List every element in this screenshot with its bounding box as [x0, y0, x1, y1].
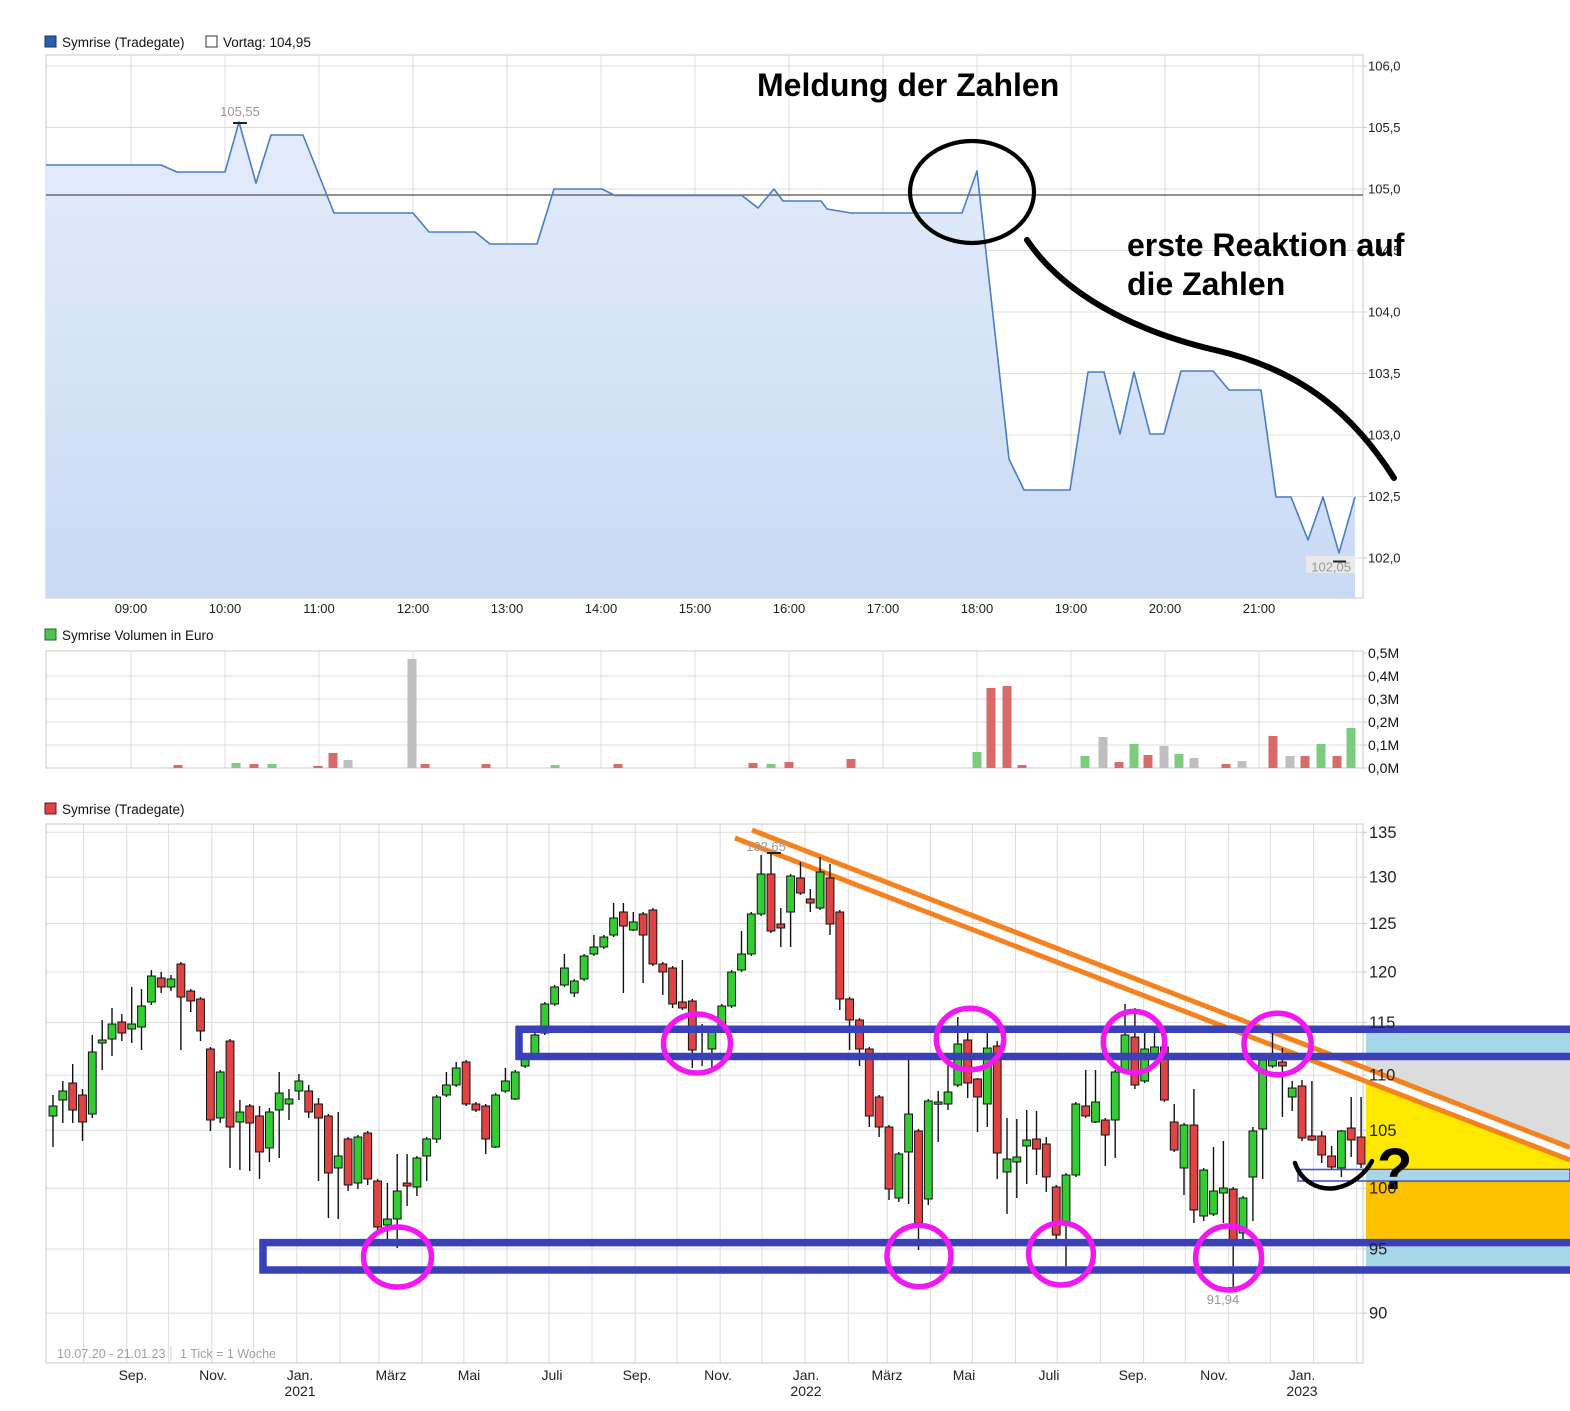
svg-text:Sep.: Sep.	[1119, 1367, 1148, 1383]
svg-text:Symrise (Tradegate): Symrise (Tradegate)	[62, 35, 185, 50]
svg-text:18:00: 18:00	[961, 601, 994, 616]
svg-text:15:00: 15:00	[679, 601, 712, 616]
svg-text:10.07.20 - 21.01.23: 10.07.20 - 21.01.23	[57, 1347, 165, 1361]
svg-text:die Zahlen: die Zahlen	[1127, 266, 1285, 302]
svg-text:1 Tick = 1 Woche: 1 Tick = 1 Woche	[180, 1347, 276, 1361]
svg-text:Juli: Juli	[541, 1367, 562, 1383]
svg-text:16:00: 16:00	[773, 601, 806, 616]
svg-text:2023: 2023	[1286, 1383, 1317, 1399]
svg-text:103,0: 103,0	[1368, 428, 1401, 443]
svg-text:19:00: 19:00	[1055, 601, 1088, 616]
svg-text:12:00: 12:00	[397, 601, 430, 616]
svg-text:91,94: 91,94	[1207, 1292, 1240, 1307]
svg-text:115: 115	[1369, 1014, 1395, 1032]
svg-text:09:00: 09:00	[115, 601, 148, 616]
svg-text:Jan.: Jan.	[793, 1367, 819, 1383]
svg-text:Jan.: Jan.	[287, 1367, 313, 1383]
svg-text:106,0: 106,0	[1368, 59, 1401, 74]
svg-text:95: 95	[1369, 1241, 1387, 1259]
svg-text:Nov.: Nov.	[199, 1367, 227, 1383]
svg-text:17:00: 17:00	[867, 601, 900, 616]
svg-text:120: 120	[1369, 964, 1397, 982]
svg-text:20:00: 20:00	[1149, 601, 1182, 616]
svg-text:100: 100	[1369, 1180, 1397, 1198]
svg-text:102,05: 102,05	[1311, 560, 1351, 575]
svg-text:Symrise Volumen in Euro: Symrise Volumen in Euro	[62, 628, 214, 643]
svg-text:0,1M: 0,1M	[1368, 737, 1399, 753]
svg-text:Mai: Mai	[458, 1367, 481, 1383]
svg-text:Vortag: 104,95: Vortag: 104,95	[223, 35, 311, 50]
svg-text:0,2M: 0,2M	[1368, 714, 1399, 730]
svg-text:Symrise (Tradegate): Symrise (Tradegate)	[62, 802, 185, 817]
svg-text:?: ?	[1377, 1137, 1412, 1202]
svg-text:135: 135	[1369, 824, 1397, 842]
svg-text:Sep.: Sep.	[119, 1367, 148, 1383]
svg-text:125: 125	[1369, 915, 1397, 933]
svg-text:Sep.: Sep.	[623, 1367, 652, 1383]
svg-text:März: März	[871, 1367, 902, 1383]
svg-text:102,0: 102,0	[1368, 551, 1401, 566]
svg-text:2021: 2021	[284, 1383, 315, 1399]
svg-text:105: 105	[1369, 1122, 1397, 1140]
svg-text:11:00: 11:00	[303, 601, 335, 616]
svg-text:Meldung der Zahlen: Meldung der Zahlen	[757, 67, 1059, 103]
svg-text:2022: 2022	[790, 1383, 821, 1399]
svg-text:0,4M: 0,4M	[1368, 668, 1399, 684]
svg-text:Mai: Mai	[953, 1367, 976, 1383]
svg-text:erste Reaktion auf: erste Reaktion auf	[1127, 227, 1405, 263]
svg-text:0,3M: 0,3M	[1368, 691, 1399, 707]
svg-text:102,5: 102,5	[1368, 489, 1401, 504]
svg-text:10:00: 10:00	[209, 601, 242, 616]
svg-text:105,55: 105,55	[220, 104, 260, 119]
svg-text:Jan.: Jan.	[1289, 1367, 1315, 1383]
svg-text:105,5: 105,5	[1368, 120, 1401, 135]
svg-text:0,5M: 0,5M	[1368, 645, 1399, 661]
svg-text:105,0: 105,0	[1368, 182, 1401, 197]
svg-text:0,0M: 0,0M	[1368, 760, 1399, 776]
svg-text:104,0: 104,0	[1368, 305, 1401, 320]
svg-text:132,65: 132,65	[746, 839, 786, 854]
svg-text:Juli: Juli	[1038, 1367, 1059, 1383]
svg-text:Nov.: Nov.	[1200, 1367, 1228, 1383]
svg-text:Nov.: Nov.	[704, 1367, 732, 1383]
svg-text:13:00: 13:00	[491, 601, 524, 616]
svg-text:103,5: 103,5	[1368, 366, 1401, 381]
svg-text:März: März	[375, 1367, 406, 1383]
svg-text:21:00: 21:00	[1243, 601, 1276, 616]
svg-text:14:00: 14:00	[585, 601, 618, 616]
svg-text:110: 110	[1369, 1067, 1395, 1085]
svg-text:104,5: 104,5	[1368, 243, 1401, 258]
svg-text:130: 130	[1369, 869, 1397, 887]
svg-text:90: 90	[1369, 1305, 1387, 1323]
